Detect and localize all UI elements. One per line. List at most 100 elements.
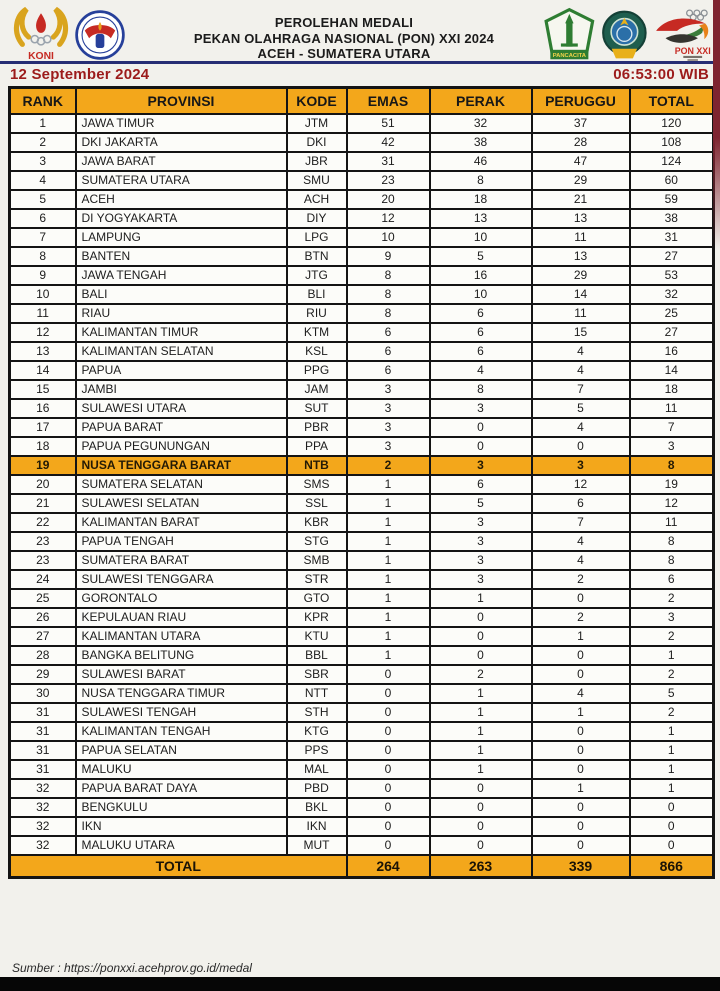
silver-cell: 3: [428, 549, 533, 571]
table-row: 14 PAPUA PPG 6 4 4 14: [8, 359, 715, 381]
table-row: 31 SULAWESI TENGAH STH 0 1 1 2: [8, 701, 715, 723]
gold-cell: 10: [345, 226, 431, 248]
silver-cell: 6: [428, 473, 533, 495]
table-row: 1 JAWA TIMUR JTM 51 32 37 120: [8, 112, 715, 134]
pon-xxi-logo-icon: PON XXI: [656, 9, 711, 62]
gold-cell: 6: [345, 321, 431, 343]
rank-cell: 31: [8, 758, 77, 780]
medal-table: RANK PROVINSI KODE EMAS PERAK PERUGGU TO…: [8, 86, 715, 879]
gold-cell: 8: [345, 283, 431, 305]
code-cell: SSL: [285, 492, 348, 514]
silver-cell: 10: [428, 283, 533, 305]
total-emas-cell: 264: [345, 853, 431, 879]
province-cell: SUMATERA BARAT: [74, 549, 288, 571]
code-cell: BTN: [285, 245, 348, 267]
table-row: 15 JAMBI JAM 3 8 7 18: [8, 378, 715, 400]
silver-cell: 3: [428, 530, 533, 552]
table-row: 32 IKN IKN 0 0 0 0: [8, 815, 715, 837]
bronze-cell: 29: [530, 169, 631, 191]
rank-cell: 32: [8, 834, 77, 856]
gold-cell: 1: [345, 492, 431, 514]
code-cell: KPR: [285, 606, 348, 628]
rank-cell: 19: [8, 454, 77, 476]
province-cell: JAMBI: [74, 378, 288, 400]
province-cell: SULAWESI TENGAH: [74, 701, 288, 723]
datetime-row: 12 September 2024 06:53:00 WIB: [10, 64, 709, 84]
silver-cell: 3: [428, 511, 533, 533]
province-cell: SULAWESI UTARA: [74, 397, 288, 419]
table-row: 11 RIAU RIU 8 6 11 25: [8, 302, 715, 324]
province-cell: PAPUA BARAT DAYA: [74, 777, 288, 799]
bottom-black-bar: [0, 977, 720, 991]
koni-logo-icon: KONI: [13, 6, 69, 62]
province-cell: BANGKA BELITUNG: [74, 644, 288, 666]
rank-cell: 12: [8, 321, 77, 343]
code-cell: PPS: [285, 739, 348, 761]
table-row: 25 GORONTALO GTO 1 1 0 2: [8, 587, 715, 609]
row-total-cell: 120: [628, 112, 715, 134]
aceh-crest-icon: PANCACITA: [544, 7, 595, 60]
silver-cell: 0: [428, 777, 533, 799]
bronze-cell: 11: [530, 302, 631, 324]
rank-cell: 5: [8, 188, 77, 210]
silver-cell: 0: [428, 796, 533, 818]
bronze-cell: 3: [530, 454, 631, 476]
code-cell: SMU: [285, 169, 348, 191]
code-cell: PPA: [285, 435, 348, 457]
table-row: 13 KALIMANTAN SELATAN KSL 6 6 4 16: [8, 340, 715, 362]
table-row: 3 JAWA BARAT JBR 31 46 47 124: [8, 150, 715, 172]
bronze-cell: 28: [530, 131, 631, 153]
row-total-cell: 12: [628, 492, 715, 514]
row-total-cell: 7: [628, 416, 715, 438]
code-cell: STH: [285, 701, 348, 723]
rank-cell: 20: [8, 473, 77, 495]
silver-cell: 5: [428, 492, 533, 514]
table-row: 19 NUSA TENGGARA BARAT NTB 2 3 3 8: [8, 454, 715, 476]
code-cell: KTM: [285, 321, 348, 343]
table-row: 32 MALUKU UTARA MUT 0 0 0 0: [8, 834, 715, 856]
table-row: 31 MALUKU MAL 0 1 0 1: [8, 758, 715, 780]
province-cell: NUSA TENGGARA TIMUR: [74, 682, 288, 704]
bronze-cell: 0: [530, 644, 631, 666]
row-total-cell: 8: [628, 530, 715, 552]
bronze-cell: 0: [530, 834, 631, 856]
table-row: 21 SULAWESI SELATAN SSL 1 5 6 12: [8, 492, 715, 514]
silver-cell: 10: [428, 226, 533, 248]
bronze-cell: 0: [530, 587, 631, 609]
rank-cell: 32: [8, 777, 77, 799]
province-cell: KALIMANTAN UTARA: [74, 625, 288, 647]
gold-cell: 0: [345, 701, 431, 723]
sumut-crest-icon: [601, 10, 647, 59]
gold-cell: 20: [345, 188, 431, 210]
row-total-cell: 11: [628, 397, 715, 419]
code-cell: KTG: [285, 720, 348, 742]
province-cell: PAPUA TENGAH: [74, 530, 288, 552]
province-cell: LAMPUNG: [74, 226, 288, 248]
row-total-cell: 38: [628, 207, 715, 229]
gold-cell: 12: [345, 207, 431, 229]
rank-cell: 23: [8, 549, 77, 571]
province-cell: SULAWESI TENGGARA: [74, 568, 288, 590]
gold-cell: 42: [345, 131, 431, 153]
left-logos: KONI: [12, 6, 144, 64]
silver-cell: 3: [428, 397, 533, 419]
row-total-cell: 16: [628, 340, 715, 362]
silver-cell: 0: [428, 606, 533, 628]
rank-cell: 14: [8, 359, 77, 381]
gold-cell: 3: [345, 435, 431, 457]
table-row: 32 BENGKULU BKL 0 0 0 0: [8, 796, 715, 818]
table-row: 22 KALIMANTAN BARAT KBR 1 3 7 11: [8, 511, 715, 533]
rank-cell: 18: [8, 435, 77, 457]
code-cell: LPG: [285, 226, 348, 248]
gold-cell: 8: [345, 302, 431, 324]
silver-cell: 8: [428, 169, 533, 191]
table-row: 28 BANGKA BELITUNG BBL 1 0 0 1: [8, 644, 715, 666]
bronze-cell: 13: [530, 245, 631, 267]
silver-cell: 1: [428, 682, 533, 704]
bronze-cell: 4: [530, 530, 631, 552]
province-cell: JAWA TENGAH: [74, 264, 288, 286]
gold-cell: 1: [345, 549, 431, 571]
row-total-cell: 108: [628, 131, 715, 153]
province-cell: SULAWESI SELATAN: [74, 492, 288, 514]
province-cell: DI YOGYAKARTA: [74, 207, 288, 229]
